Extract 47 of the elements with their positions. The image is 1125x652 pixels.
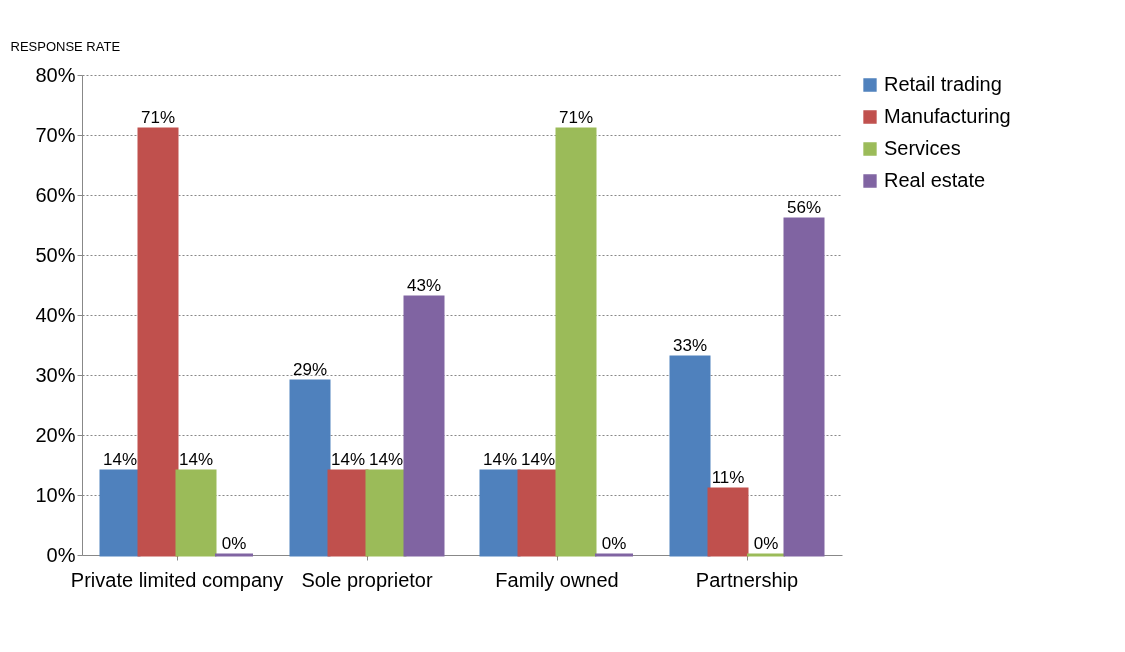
data-label: 0% — [753, 534, 779, 553]
bar — [137, 127, 179, 557]
y-tick-label: 50% — [35, 243, 76, 266]
y-tick-label: 10% — [35, 483, 76, 506]
y-tick-label: 60% — [35, 183, 76, 206]
bar — [365, 469, 407, 557]
bar — [175, 469, 217, 557]
bar — [99, 469, 141, 557]
legend-label: Real estate — [884, 169, 986, 191]
data-label: 14% — [178, 450, 214, 469]
y-tick-label: 80% — [35, 63, 76, 86]
bar — [555, 127, 597, 557]
data-label: 71% — [558, 108, 594, 127]
bar — [403, 295, 445, 557]
bar — [327, 469, 369, 557]
data-label: 56% — [786, 198, 822, 217]
legend-label: Services — [884, 137, 961, 159]
data-label: 33% — [672, 336, 708, 355]
data-label: 14% — [330, 450, 366, 469]
y-tick-label: 20% — [35, 423, 76, 446]
bar — [783, 217, 825, 557]
legend-label: Retail trading — [884, 73, 1002, 95]
x-tick-label: Family owned — [495, 568, 619, 591]
data-label: 29% — [292, 360, 328, 379]
y-tick-label: 30% — [35, 363, 76, 386]
x-tick-label: Partnership — [695, 568, 799, 591]
data-label: 14% — [482, 450, 518, 469]
bar — [707, 487, 749, 557]
x-tick-label: Sole proprietor — [301, 568, 433, 591]
y-axis-title: RESPONSE RATE — [10, 38, 121, 54]
data-label: 14% — [368, 450, 404, 469]
bar — [669, 355, 711, 557]
legend-label: Manufacturing — [884, 105, 1011, 127]
data-label: 14% — [102, 450, 138, 469]
y-tick-label: 0% — [46, 543, 76, 566]
data-label: 0% — [221, 534, 247, 553]
bar — [289, 379, 331, 557]
bar — [479, 469, 521, 557]
y-tick-label: 70% — [35, 123, 76, 146]
y-tick-label: 40% — [35, 303, 76, 326]
data-label: 43% — [406, 276, 442, 295]
data-label: 71% — [140, 108, 176, 127]
data-label: 14% — [520, 450, 556, 469]
data-label: 0% — [601, 534, 627, 553]
data-label: 11% — [711, 468, 745, 487]
bar — [517, 469, 559, 557]
x-tick-label: Private limited company — [70, 568, 284, 591]
